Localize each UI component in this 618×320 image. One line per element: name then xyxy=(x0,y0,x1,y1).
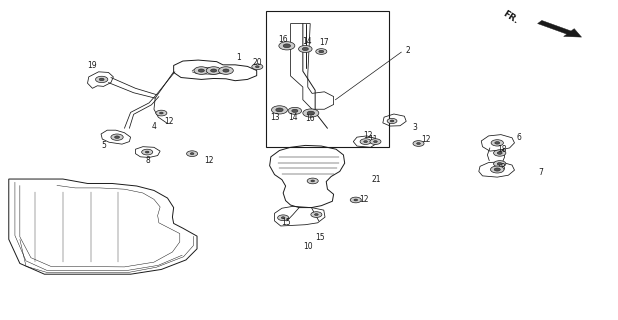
Text: 15: 15 xyxy=(315,233,325,242)
Circle shape xyxy=(292,109,298,112)
Text: 10: 10 xyxy=(303,242,313,251)
Circle shape xyxy=(319,50,324,53)
Text: 18: 18 xyxy=(497,145,507,154)
Circle shape xyxy=(315,214,318,215)
Text: 3: 3 xyxy=(412,123,417,132)
Circle shape xyxy=(360,139,371,144)
Text: 7: 7 xyxy=(538,168,543,177)
Circle shape xyxy=(198,69,205,72)
Circle shape xyxy=(111,134,123,140)
Circle shape xyxy=(223,69,229,72)
Circle shape xyxy=(271,106,287,114)
Circle shape xyxy=(276,108,283,112)
Circle shape xyxy=(281,217,285,219)
Circle shape xyxy=(277,215,289,220)
Circle shape xyxy=(491,140,504,146)
Text: 1: 1 xyxy=(236,53,240,62)
Circle shape xyxy=(114,136,119,139)
Circle shape xyxy=(219,67,234,74)
Circle shape xyxy=(413,141,424,146)
Text: 12: 12 xyxy=(421,135,431,144)
Circle shape xyxy=(190,153,194,155)
Circle shape xyxy=(156,110,167,116)
Circle shape xyxy=(283,44,290,48)
Circle shape xyxy=(302,47,308,51)
Circle shape xyxy=(370,139,381,144)
Circle shape xyxy=(311,212,322,217)
Circle shape xyxy=(279,42,295,50)
Circle shape xyxy=(491,166,504,173)
Text: 2: 2 xyxy=(405,46,410,55)
Text: 17: 17 xyxy=(319,38,329,47)
Text: 14: 14 xyxy=(288,113,298,122)
Circle shape xyxy=(303,109,319,117)
Text: 19: 19 xyxy=(88,61,97,70)
Circle shape xyxy=(194,67,209,74)
Circle shape xyxy=(350,197,362,203)
Text: 21: 21 xyxy=(372,175,381,184)
Text: 11: 11 xyxy=(368,135,378,144)
Circle shape xyxy=(211,69,217,72)
Circle shape xyxy=(497,163,502,165)
Circle shape xyxy=(298,45,312,52)
Circle shape xyxy=(364,141,368,142)
Circle shape xyxy=(390,120,394,122)
Circle shape xyxy=(187,151,198,156)
Circle shape xyxy=(307,111,315,115)
Circle shape xyxy=(206,67,221,74)
Text: 12: 12 xyxy=(363,131,373,140)
Circle shape xyxy=(494,168,501,171)
Circle shape xyxy=(417,142,420,144)
Text: 16: 16 xyxy=(305,114,315,123)
Circle shape xyxy=(288,107,302,114)
Circle shape xyxy=(354,199,358,201)
Circle shape xyxy=(374,141,378,142)
Text: 4: 4 xyxy=(151,122,156,131)
Circle shape xyxy=(494,161,506,167)
FancyArrow shape xyxy=(538,20,582,37)
Text: 14: 14 xyxy=(302,36,311,45)
Text: 12: 12 xyxy=(164,117,174,126)
Circle shape xyxy=(387,118,397,124)
Bar xyxy=(266,11,389,147)
Circle shape xyxy=(252,64,263,69)
Circle shape xyxy=(495,142,500,144)
Text: 6: 6 xyxy=(517,133,522,142)
Text: FR.: FR. xyxy=(501,9,520,26)
Circle shape xyxy=(96,76,108,83)
Circle shape xyxy=(159,112,163,114)
Circle shape xyxy=(311,180,315,182)
Text: 18: 18 xyxy=(496,163,506,172)
Text: 13: 13 xyxy=(270,113,280,122)
Circle shape xyxy=(494,150,506,156)
Text: 16: 16 xyxy=(278,35,288,44)
Text: 12: 12 xyxy=(205,156,214,164)
Circle shape xyxy=(142,149,153,155)
Circle shape xyxy=(99,78,104,81)
Circle shape xyxy=(307,178,318,184)
Circle shape xyxy=(145,151,149,153)
Text: 20: 20 xyxy=(253,59,262,68)
Text: 12: 12 xyxy=(360,196,369,204)
Circle shape xyxy=(497,152,502,154)
Circle shape xyxy=(255,66,259,68)
Text: 8: 8 xyxy=(145,156,150,165)
Text: 15: 15 xyxy=(281,218,290,227)
Circle shape xyxy=(316,49,327,54)
Text: 5: 5 xyxy=(101,141,106,150)
